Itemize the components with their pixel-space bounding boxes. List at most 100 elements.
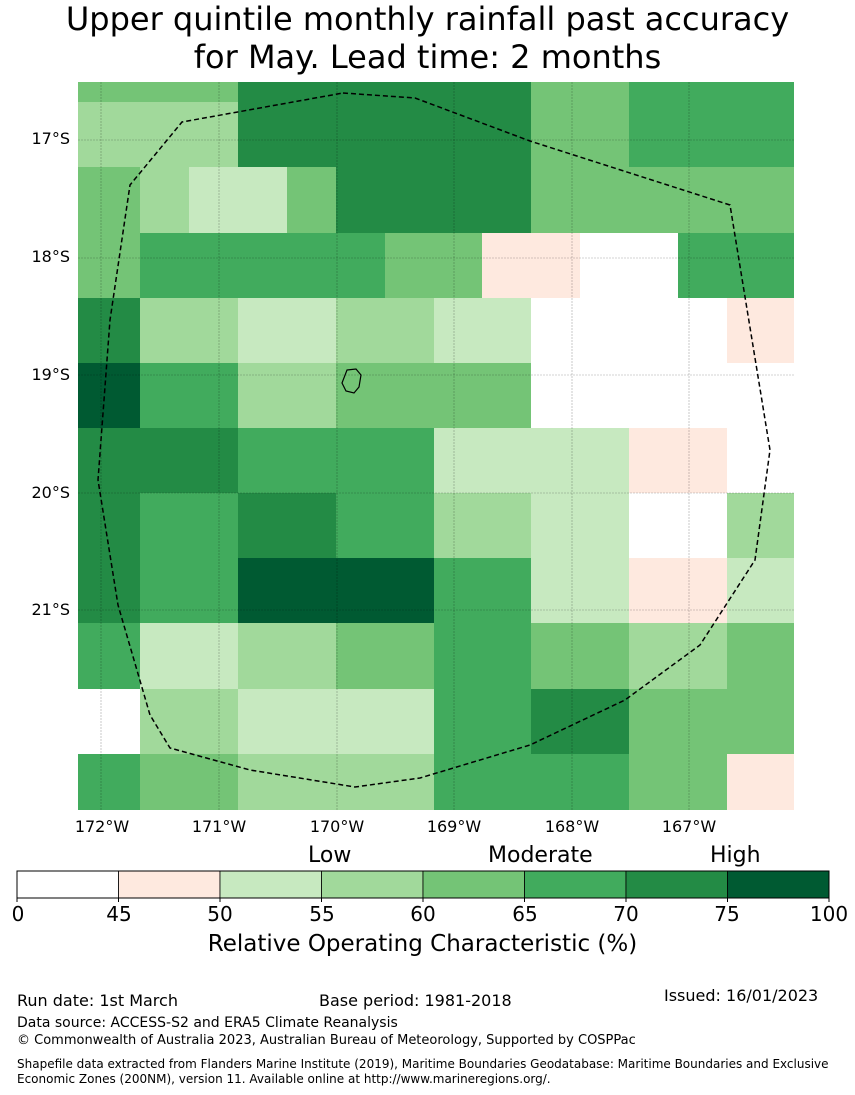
grid-cell: [140, 689, 189, 754]
grid-cell: [678, 82, 727, 102]
grid-cell: [238, 167, 287, 233]
grid-cell: [580, 623, 629, 689]
colorbar-swatch: [219, 870, 322, 899]
grid-cell: [140, 102, 189, 167]
grid-cell: [531, 102, 580, 167]
grid-cell: [385, 493, 434, 558]
grid-cell: [434, 233, 482, 298]
grid-cell: [531, 233, 580, 298]
grid-cell: [434, 754, 482, 810]
colorbar-swatch: [321, 870, 424, 899]
grid-cell: [336, 233, 385, 298]
grid-cell: [385, 689, 434, 754]
grid-cell: [189, 167, 238, 233]
colorbar-swatch: [422, 870, 525, 899]
grid-cell: [727, 428, 794, 493]
grid-cell: [482, 233, 531, 298]
grid-cell: [238, 363, 287, 428]
grid-cell: [434, 363, 482, 428]
run-date: Run date: 1st March: [17, 991, 178, 1010]
lon-label-171w: 171°W: [191, 817, 247, 836]
lat-lon-gridlines: [78, 82, 794, 810]
colorbar-swatch: [727, 870, 830, 899]
grid-cell: [189, 623, 238, 689]
grid-cell: [434, 493, 482, 558]
colorbar-swatch: [625, 870, 728, 899]
grid-cell: [482, 167, 531, 233]
grid-cell: [238, 82, 287, 102]
grid-cell: [238, 102, 287, 167]
grid-cell: [531, 754, 580, 810]
grid-cell: [238, 754, 287, 810]
grid-cell: [482, 623, 531, 689]
grid-cell: [189, 233, 238, 298]
grid-cell: [531, 623, 580, 689]
grid-cell: [580, 102, 629, 167]
grid-cell: [629, 623, 678, 689]
grid-cell: [385, 363, 434, 428]
grid-cell: [140, 298, 189, 363]
grid-cell: [580, 298, 629, 363]
grid-cell: [434, 623, 482, 689]
grid-cell: [482, 82, 531, 102]
grid-cell: [678, 558, 727, 623]
title-line-1: Upper quintile monthly rainfall past acc…: [65, 0, 790, 38]
grid-cell: [140, 363, 189, 428]
title-line-2: for May. Lead time: 2 months: [193, 38, 662, 76]
grid-cell: [140, 754, 189, 810]
grid-cell: [629, 493, 678, 558]
grid-cell: [727, 233, 794, 298]
grid-cell: [727, 82, 794, 102]
grid-cell: [336, 82, 385, 102]
colorbar-swatch: [524, 870, 627, 899]
grid-cell: [336, 558, 385, 623]
grid-cell: [629, 298, 678, 363]
map-title: Upper quintile monthly rainfall past acc…: [0, 0, 855, 76]
grid-cell: [580, 493, 629, 558]
lon-label-168w: 168°W: [544, 817, 600, 836]
grid-cell: [678, 493, 727, 558]
lon-label-172w: 172°W: [74, 817, 130, 836]
grid-cell: [385, 754, 434, 810]
grid-cell: [678, 298, 727, 363]
grid-cell: [629, 363, 678, 428]
grid-cell: [482, 298, 531, 363]
lat-label-21s: 21°S: [31, 600, 70, 619]
grid-cell: [434, 102, 482, 167]
grid-cell: [189, 363, 238, 428]
shapefile-credit-line-2: Economic Zones (200NM), version 11. Avai…: [17, 1072, 551, 1086]
colorbar-tick-60: 60: [410, 902, 436, 926]
grid-cell: [531, 82, 580, 102]
grid-cell: [385, 233, 434, 298]
grid-cell: [629, 233, 678, 298]
grid-cell: [580, 428, 629, 493]
grid-cell: [287, 623, 336, 689]
grid-cell: [678, 233, 727, 298]
grid-cell: [482, 363, 531, 428]
grid-cell: [238, 493, 287, 558]
grid-cell: [336, 298, 385, 363]
grid-cell: [385, 167, 434, 233]
grid-cell: [78, 82, 140, 102]
lat-label-19s: 19°S: [31, 365, 70, 384]
grid-cell: [238, 233, 287, 298]
issued-date: Issued: 16/01/2023: [664, 986, 819, 1005]
grid-cell: [434, 689, 482, 754]
grid-cell: [629, 428, 678, 493]
grid-cell: [189, 493, 238, 558]
grid-cell: [531, 298, 580, 363]
grid-cell: [189, 754, 238, 810]
lon-label-169w: 169°W: [426, 817, 482, 836]
grid-cell: [385, 102, 434, 167]
grid-cell: [531, 493, 580, 558]
grid-cell: [189, 689, 238, 754]
grid-cell: [189, 102, 238, 167]
grid-cell: [287, 233, 336, 298]
colorbar-tick-100: 100: [809, 902, 849, 926]
grid-cell: [580, 363, 629, 428]
grid-cell: [287, 754, 336, 810]
data-source: Data source: ACCESS-S2 and ERA5 Climate …: [17, 1015, 398, 1031]
colorbar-tick-0: 0: [11, 902, 25, 926]
grid-cell: [580, 233, 629, 298]
grid-cell: [727, 363, 794, 428]
